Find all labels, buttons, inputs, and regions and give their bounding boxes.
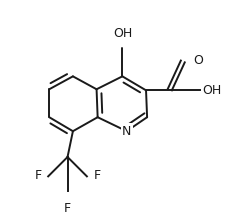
Text: N: N	[122, 125, 131, 138]
Text: F: F	[35, 169, 42, 182]
Text: OH: OH	[202, 84, 221, 97]
Text: F: F	[93, 169, 100, 182]
Text: O: O	[193, 54, 203, 67]
Text: OH: OH	[113, 27, 132, 40]
Text: F: F	[64, 202, 71, 215]
